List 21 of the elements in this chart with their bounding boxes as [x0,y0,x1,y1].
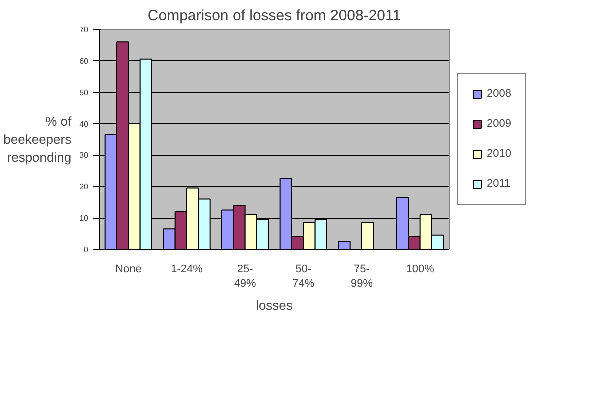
y-tick-label: 10 [80,214,90,224]
y-tick-label: 70 [80,26,90,34]
y-tick-label: 60 [80,56,90,66]
x-tick-label: 100% [406,264,435,276]
y-tick-label: 50 [80,88,90,98]
x-tick-label: None [116,264,142,276]
chart-title: Comparison of losses from 2008-2011 [148,8,402,24]
legend-label: 2009 [487,118,512,130]
legend-label: 2011 [487,178,511,190]
x-tick-label: 75- 99% [350,264,374,290]
legend-label: 2008 [487,88,512,100]
x-tick-label: 25- 49% [234,264,257,290]
x-tick-label: 1-24% [171,264,204,276]
y-tick-label: 20 [80,182,90,192]
y-tick-label: 30 [80,151,90,160]
x-axis-title: losses [256,298,294,313]
x-tick-label: 50- 74% [292,264,315,290]
y-tick-label: 0 [84,246,90,254]
legend-label: 2010 [487,148,512,160]
y-tick-label: 40 [80,120,90,129]
y-axis-title: % of beekeepers responding [4,114,72,165]
